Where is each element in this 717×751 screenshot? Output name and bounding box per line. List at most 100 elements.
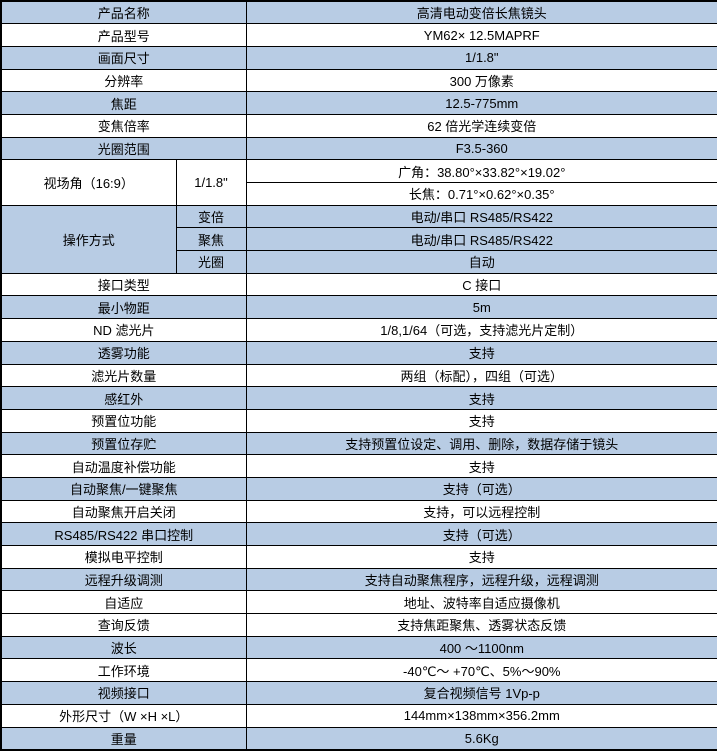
table-row: 分辨率 300 万像素 xyxy=(0,68,717,93)
spec-value-cell: 广角：38.80°×33.82°×19.02° xyxy=(245,159,717,183)
spec-label-cell: 自动聚焦开启关闭 xyxy=(0,499,247,524)
spec-value-cell: 300 万像素 xyxy=(245,68,717,93)
table-row: 视频接口 复合视频信号 1Vp-p xyxy=(0,681,717,705)
spec-label-cell: 接口类型 xyxy=(0,272,247,297)
table-row: 视场角（16:9） 1/1.8" 广角：38.80°×33.82°×19.02° xyxy=(0,159,717,206)
spec-label-cell: 产品型号 xyxy=(0,23,247,47)
table-row: 外形尺寸（W ×H ×L） 144mm×138mm×356.2mm xyxy=(0,703,717,728)
table-row: 产品型号 YM62× 12.5MAPRF xyxy=(0,23,717,47)
spec-value-cell: 1/8,1/64（可选，支持滤光片定制） xyxy=(245,318,717,342)
spec-label-cell: RS485/RS422 串口控制 xyxy=(0,522,247,546)
spec-value-cell: 支持 xyxy=(245,408,717,433)
spec-label-cell: 波长 xyxy=(0,635,247,660)
spec-value-cell: 支持自动聚焦程序，远程升级，远程调测 xyxy=(245,567,717,592)
spec-label-cell: 最小物距 xyxy=(0,295,247,320)
table-row: 接口类型 C 接口 xyxy=(0,272,717,297)
spec-value-cell: 支持（可选） xyxy=(245,522,717,546)
spec-value-cell: 两组（标配），四组（可选） xyxy=(245,363,717,388)
table-row: 重量 5.6Kg xyxy=(0,726,717,751)
spec-subkey-cell: 变倍 xyxy=(175,204,247,229)
table-row: 长焦：0.71°×0.62°×0.35° xyxy=(1,182,717,206)
table-row: 远程升级调测 支持自动聚焦程序，远程升级，远程调测 xyxy=(0,567,717,592)
spec-value-cell: 电动/串口 RS485/RS422 xyxy=(245,204,717,229)
spec-label-cell: 画面尺寸 xyxy=(0,45,247,70)
spec-value-cell: YM62× 12.5MAPRF xyxy=(245,23,717,47)
spec-label-cell: 预置位功能 xyxy=(0,408,247,433)
spec-value-cell: 5m xyxy=(245,295,717,320)
table-row: 聚焦 电动/串口 RS485/RS422 xyxy=(1,227,717,252)
table-row: ND 滤光片 1/8,1/64（可选，支持滤光片定制） xyxy=(0,318,717,342)
spec-label-cell: 自动聚焦/一键聚焦 xyxy=(0,476,247,501)
spec-value-cell: 144mm×138mm×356.2mm xyxy=(245,703,717,728)
spec-subkey-cell: 聚焦 xyxy=(175,227,247,252)
spec-value-cell: 复合视频信号 1Vp-p xyxy=(245,681,717,705)
table-row: 自适应 地址、波特率自适应摄像机 xyxy=(0,590,717,615)
table-row: 预置位功能 支持 xyxy=(0,408,717,433)
spec-label-cell: 视场角（16:9） xyxy=(0,159,177,206)
spec-value-cell: 支持焦距聚焦、透雾状态反馈 xyxy=(245,613,717,637)
table-row: 最小物距 5m xyxy=(0,295,717,320)
spec-label-cell: 查询反馈 xyxy=(0,613,247,637)
spec-label-cell: 视频接口 xyxy=(0,681,247,705)
spec-value-cell: 支持（可选） xyxy=(245,476,717,501)
spec-sublabel-cell: 1/1.8" xyxy=(175,159,247,206)
spec-value-cell: 地址、波特率自适应摄像机 xyxy=(245,590,717,615)
table-row: 变焦倍率 62 倍光学连续变倍 xyxy=(0,113,717,138)
table-row: 自动聚焦/一键聚焦 支持（可选） xyxy=(0,476,717,501)
spec-label-cell: 外形尺寸（W ×H ×L） xyxy=(0,703,247,728)
table-row: 操作方式 变倍 电动/串口 RS485/RS422 xyxy=(0,204,717,274)
table-row: 透雾功能 支持 xyxy=(0,340,717,365)
table-row: 工作环境 -40℃～ +70℃、5%～90% xyxy=(0,658,717,683)
spec-value-cell: 支持预置位设定、调用、删除，数据存储于镜头 xyxy=(245,431,717,456)
spec-label-cell: 自动温度补偿功能 xyxy=(0,454,247,478)
spec-value-cell: 高清电动变倍长焦镜头 xyxy=(245,0,717,25)
table-row: 自动聚焦开启关闭 支持，可以远程控制 xyxy=(0,499,717,524)
spec-label-cell: 自适应 xyxy=(0,590,247,615)
spec-value-cell: 支持 xyxy=(245,545,717,569)
table-row: 滤光片数量 两组（标配），四组（可选） xyxy=(0,363,717,388)
spec-label-cell: ND 滤光片 xyxy=(0,318,247,342)
spec-label-cell: 焦距 xyxy=(0,91,247,115)
table-row: 产品名称 高清电动变倍长焦镜头 xyxy=(0,0,717,25)
spec-value-cell: 支持 xyxy=(245,340,717,365)
spec-label-cell: 产品名称 xyxy=(0,0,247,25)
spec-value-cell: F3.5-360 xyxy=(245,136,717,161)
spec-value-cell: 电动/串口 RS485/RS422 xyxy=(245,227,717,252)
spec-value-cell: 1/1.8" xyxy=(245,45,717,70)
spec-value-cell: 自动 xyxy=(245,250,717,274)
table-row: 画面尺寸 1/1.8" xyxy=(0,45,717,70)
spec-subkey-cell: 光圈 xyxy=(175,250,247,274)
spec-value-cell: 长焦：0.71°×0.62°×0.35° xyxy=(245,182,717,206)
table-row: 预置位存贮 支持预置位设定、调用、删除，数据存储于镜头 xyxy=(0,431,717,456)
table-row: 波长 400 ～1100nm xyxy=(0,635,717,660)
table-row: 光圈 自动 xyxy=(1,250,717,274)
table-row: 感红外 支持 xyxy=(0,386,717,410)
spec-label-cell: 感红外 xyxy=(0,386,247,410)
spec-value-cell: 支持，可以远程控制 xyxy=(245,499,717,524)
table-row: 光圈范围 F3.5-360 xyxy=(0,136,717,161)
spec-value-cell: 支持 xyxy=(245,386,717,410)
spec-label-cell: 重量 xyxy=(0,726,247,751)
spec-label-cell: 操作方式 xyxy=(0,204,177,274)
spec-value-cell: 5.6Kg xyxy=(245,726,717,751)
spec-value-cell: -40℃～ +70℃、5%～90% xyxy=(245,658,717,683)
spec-value-cell: 支持 xyxy=(245,454,717,478)
spec-label-cell: 滤光片数量 xyxy=(0,363,247,388)
table-row: 焦距 12.5-775mm xyxy=(0,91,717,115)
spec-label-cell: 远程升级调测 xyxy=(0,567,247,592)
spec-value-cell: C 接口 xyxy=(245,272,717,297)
table-row: 自动温度补偿功能 支持 xyxy=(0,454,717,478)
spec-label-cell: 模拟电平控制 xyxy=(0,545,247,569)
spec-label-cell: 光圈范围 xyxy=(0,136,247,161)
spec-label-cell: 变焦倍率 xyxy=(0,113,247,138)
spec-value-cell: 400 ～1100nm xyxy=(245,635,717,660)
table-row: 查询反馈 支持焦距聚焦、透雾状态反馈 xyxy=(0,613,717,637)
spec-label-cell: 预置位存贮 xyxy=(0,431,247,456)
spec-label-cell: 透雾功能 xyxy=(0,340,247,365)
table-row: 模拟电平控制 支持 xyxy=(0,545,717,569)
spec-label-cell: 工作环境 xyxy=(0,658,247,683)
table-row: RS485/RS422 串口控制 支持（可选） xyxy=(0,522,717,546)
spec-label-cell: 分辨率 xyxy=(0,68,247,93)
